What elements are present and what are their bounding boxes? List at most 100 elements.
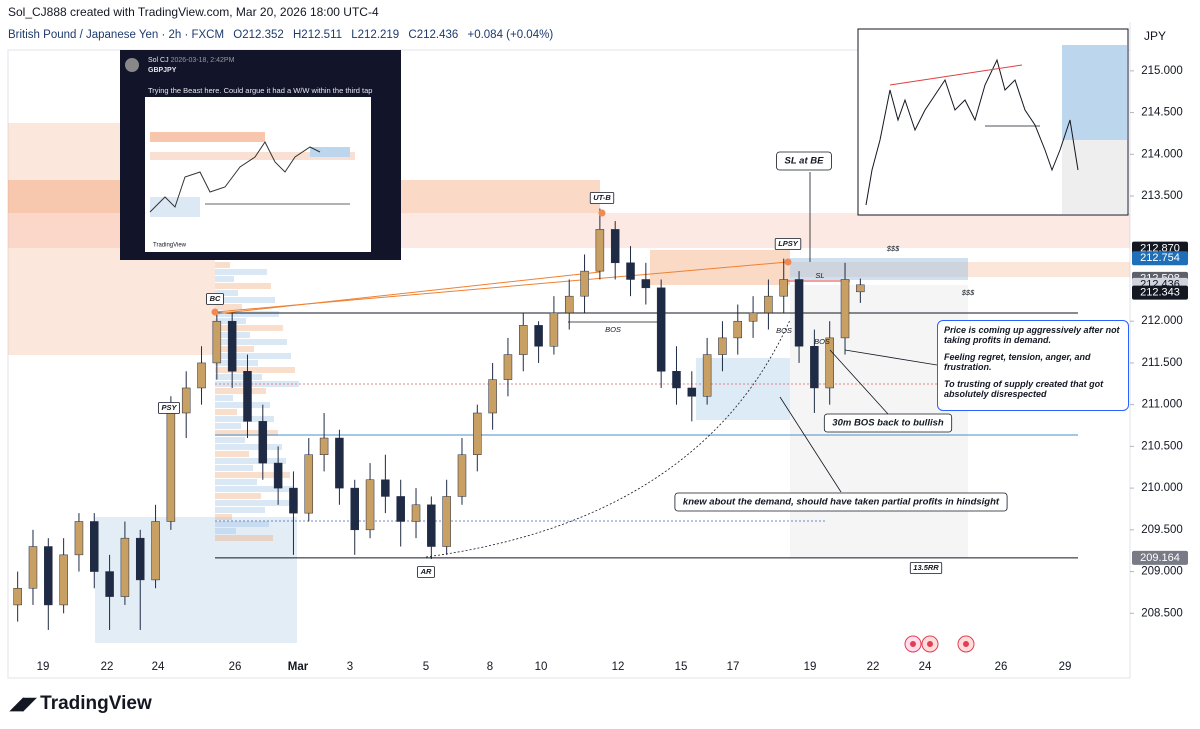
annotation: UT-B (593, 193, 611, 202)
candle-body (779, 279, 788, 297)
low: L212.219 (351, 29, 400, 41)
pivot-dot (211, 308, 219, 316)
candle-body (166, 412, 176, 522)
volume-profile-bar (215, 311, 279, 317)
volume-profile-bar (215, 374, 262, 380)
candle-body (672, 371, 681, 389)
note-box: Price is coming up aggressively after no… (937, 320, 1129, 411)
volume-profile-bar (215, 423, 241, 429)
candle-body (304, 454, 314, 514)
volume-profile-bar (215, 360, 258, 366)
date: 2026-03-18, 2:42PM (170, 57, 235, 64)
event-icon-dot (910, 641, 916, 647)
symbol: British Pound / Japanese Yen · 2h · FXCM (8, 29, 225, 41)
post-zone (310, 147, 350, 157)
x-tick-label: 19 (804, 661, 817, 673)
candle-body (580, 270, 589, 297)
candle-body (856, 284, 865, 293)
y-tick-label: 212.000 (1141, 315, 1183, 327)
volume-profile-bar (215, 451, 249, 457)
candle-body (549, 312, 559, 347)
price-label: 212.343 (1140, 286, 1180, 298)
annotation: 13.5RR (913, 563, 939, 572)
candle-body (718, 337, 727, 355)
volume-profile-bar (215, 353, 291, 359)
candle-body (564, 295, 574, 314)
volume-profile-bar (215, 283, 271, 289)
annotation-box (206, 293, 224, 305)
volume-profile-bar (215, 514, 232, 520)
note-line: Feeling regret, tension, anger, and frus… (944, 352, 1091, 372)
candle-body (810, 345, 819, 389)
annotation: SL (815, 271, 824, 280)
candle-body (13, 587, 22, 606)
price-label-box (1132, 251, 1188, 266)
candle-body (748, 312, 758, 322)
pivot-dot (784, 258, 792, 266)
candle-body (258, 421, 268, 464)
x-tick-label: 19 (37, 661, 50, 673)
candle-body (656, 287, 666, 372)
candle-body (519, 325, 528, 355)
inset-line (889, 64, 1023, 86)
candle-body (227, 320, 237, 372)
event-icon-dot (963, 641, 969, 647)
annotation: 30m BOS back to bullish (832, 418, 944, 429)
y-tick-label: 209.500 (1141, 524, 1183, 536)
volume-profile-bar (215, 269, 267, 275)
candle-body (427, 504, 436, 547)
x-tick-label: Mar (288, 661, 309, 673)
volume-profile-bar (215, 458, 286, 464)
candle-body (181, 387, 191, 414)
annotation: BOS (776, 326, 792, 335)
candle-body (702, 354, 712, 397)
post-zone (150, 132, 265, 142)
volume-profile-bar (215, 304, 242, 310)
high: H212.511 (293, 29, 343, 41)
annotation-box (589, 192, 615, 204)
y-tick-label: 208.500 (1141, 607, 1183, 619)
post-brand: TradingView (153, 243, 187, 249)
y-tick-label: 210.000 (1141, 482, 1183, 494)
logo: ◢◤ (10, 694, 37, 713)
annotation: BC (210, 294, 221, 303)
annotation: knew about the demand, should have taken… (683, 497, 1000, 508)
volume-profile-bar (215, 325, 283, 331)
post-author: Sol CJ 2026-03-18, 2:42PM (148, 57, 234, 64)
annotation: PSY (161, 403, 177, 412)
pivot-dot (598, 209, 606, 217)
x-tick-label: 15 (675, 661, 688, 673)
y-tick-label: 215.000 (1141, 65, 1183, 77)
annotation-box (417, 566, 435, 578)
annotation-box (823, 413, 953, 433)
author: Sol CJ (148, 57, 169, 64)
candle-body (74, 521, 84, 556)
y-tick-label: 209.000 (1141, 566, 1183, 578)
inset-price-line (865, 58, 1079, 206)
x-tick-label: 17 (727, 661, 740, 673)
candle-body (411, 504, 421, 522)
annotation: BOS (605, 325, 621, 334)
volume-profile-bar (215, 486, 294, 492)
x-tick-label: 29 (1059, 661, 1072, 673)
zone (790, 258, 968, 280)
annotation: AR (420, 567, 432, 576)
volume-profile-bar (215, 367, 295, 373)
price-label-box (1132, 550, 1188, 565)
volume-profile-bar (215, 297, 275, 303)
candle-body (764, 295, 773, 314)
footer-brand: ◢◤ TradingView (10, 693, 152, 715)
candle-body (197, 362, 206, 389)
volume-profile-bar (215, 395, 233, 401)
candle-body (44, 546, 53, 606)
candle-body (442, 496, 451, 547)
x-tick-label: 3 (347, 661, 353, 673)
change: +0.084 (+0.04%) (467, 29, 554, 41)
x-tick-label: 12 (612, 661, 625, 673)
currency: JPY (1144, 29, 1166, 43)
candle-body (610, 229, 620, 264)
candle-body (687, 387, 697, 397)
volume-profile-bar (215, 430, 278, 436)
candle-body (641, 279, 651, 289)
post-price-line (149, 141, 321, 213)
